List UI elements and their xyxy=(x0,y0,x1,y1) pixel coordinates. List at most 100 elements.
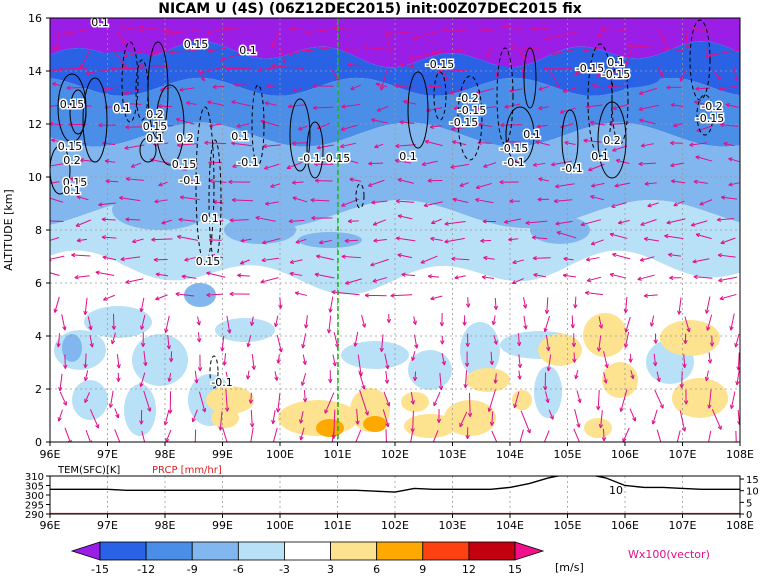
contour-label: 0.2 xyxy=(63,154,81,167)
colorbar-tick-label: 6 xyxy=(373,563,380,575)
tem-y-tick-label: 295 xyxy=(25,501,44,512)
prcp-y-tick-label: 10 xyxy=(746,487,759,498)
shade-patch-yellow xyxy=(660,320,720,356)
contour-label: 0.1 xyxy=(591,150,609,163)
contour-label: -0.15 xyxy=(450,116,478,129)
y-tick-label: 12 xyxy=(28,118,42,131)
contour-label: -0.15 xyxy=(576,62,604,75)
x-tick-label: 98E xyxy=(155,448,176,461)
contour-label: 0.1 xyxy=(146,132,164,145)
shade-patch-light-blue xyxy=(298,232,362,248)
sub-x-tick-label: 101E xyxy=(324,519,352,532)
y-tick-label: 16 xyxy=(28,12,42,25)
contour-label: -0.15 xyxy=(696,112,724,125)
colorbar-tick-label: 15 xyxy=(508,563,522,575)
vector-label: Wx100(vector) xyxy=(628,548,710,561)
colorbar-tick-label: -12 xyxy=(137,563,155,575)
colorbar-box xyxy=(331,542,377,560)
contour-label: 0.15 xyxy=(196,255,221,268)
y-tick-label: 6 xyxy=(35,277,42,290)
x-tick-label: 104E xyxy=(496,448,524,461)
tem-y-tick-label: 300 xyxy=(25,491,44,502)
sub-x-tick-label: 105E xyxy=(554,519,582,532)
y-tick-label: 0 xyxy=(35,436,42,449)
x-tick-label: 100E xyxy=(266,448,294,461)
contour-label: 0.15 xyxy=(60,98,85,111)
contour-label: -0.1 xyxy=(179,174,200,187)
colorbar-box xyxy=(469,542,515,560)
colorbar-tick-label: 3 xyxy=(327,563,334,575)
shade-patch-orange xyxy=(316,419,344,437)
colorbar-box xyxy=(146,542,192,560)
x-tick-label: 108E xyxy=(726,448,754,461)
contour-label: -0.15 xyxy=(602,68,630,81)
x-tick-label: 107E xyxy=(669,448,697,461)
sub-inline-label: 10 xyxy=(609,484,623,497)
shade-patch-pale-blue xyxy=(215,318,275,342)
sub-x-tick-label: 104E xyxy=(496,519,524,532)
x-tick-label: 103E xyxy=(439,448,467,461)
contour-label: -0.15 xyxy=(500,142,528,155)
contour-label: 0.2 xyxy=(176,132,194,145)
colorbar-tick-label: -15 xyxy=(91,563,109,575)
colorbar-box xyxy=(284,542,330,560)
contour-label: 0.1 xyxy=(399,150,417,163)
shade-patch-yellow xyxy=(584,418,612,438)
sub-x-tick-label: 106E xyxy=(611,519,639,532)
contour-label: -0.1 xyxy=(503,156,524,169)
contour-label: -0.1 xyxy=(211,376,232,389)
colorbar-tick-label: 9 xyxy=(419,563,426,575)
colorbar-tick-label: -9 xyxy=(187,563,198,575)
colorbar-tick-label: 12 xyxy=(462,563,476,575)
prcp-y-tick-label: 5 xyxy=(746,498,752,509)
shade-patch-yellow xyxy=(211,408,239,428)
x-tick-label: 106E xyxy=(611,448,639,461)
colorbar-box xyxy=(377,542,423,560)
colorbar-unit: [m/s] xyxy=(555,561,584,574)
prcp-series-label: PRCP [mm/hr] xyxy=(152,465,222,476)
x-tick-label: 99E xyxy=(212,448,233,461)
y-tick-label: 10 xyxy=(28,171,42,184)
contour-label: 0.1 xyxy=(523,128,541,141)
contour-label: 0.1 xyxy=(113,102,131,115)
shade-patch-yellow xyxy=(583,313,627,357)
shade-patch-pale-blue xyxy=(72,380,108,420)
prcp-y-tick-label: 15 xyxy=(746,475,759,486)
sub-x-tick-label: 98E xyxy=(155,519,176,532)
colorbar-box xyxy=(100,542,146,560)
sub-x-tick-label: 102E xyxy=(381,519,409,532)
sub-x-tick-label: 108E xyxy=(726,519,754,532)
x-tick-label: 102E xyxy=(381,448,409,461)
contour-label: -0.1 xyxy=(561,162,582,175)
colorbar-low-end xyxy=(72,542,100,560)
colorbar-box xyxy=(192,542,238,560)
y-tick-label: 2 xyxy=(35,383,42,396)
shade-patch-pale-blue xyxy=(534,366,562,418)
x-tick-label: 96E xyxy=(40,448,61,461)
contour-label: 0.1 xyxy=(201,212,219,225)
sub-x-tick-label: 99E xyxy=(212,519,233,532)
tem-y-tick-label: 310 xyxy=(25,472,44,483)
sub-x-axis: 96E 97E 98E 99E 100E 101E 102E 103E 104E 105E 106E… xyxy=(40,514,754,532)
contour-label: 0.15 xyxy=(172,158,197,171)
sub-x-tick-label: 100E xyxy=(266,519,294,532)
contour-label: 0.1 xyxy=(239,44,257,57)
sub-gridlines xyxy=(108,476,683,514)
x-tick-label: 101E xyxy=(324,448,352,461)
contour-label: -0.15 xyxy=(322,152,350,165)
shade-patch-pale-blue xyxy=(124,384,156,436)
y-tick-label: 14 xyxy=(28,65,42,78)
sub-x-tick-label: 103E xyxy=(439,519,467,532)
sub-panel: TEM(SFC)[K] PRCP [mm/hr] 10 290295300305… xyxy=(25,465,759,532)
contour-label: 0.1 xyxy=(63,184,81,197)
sub-x-tick-label: 97E xyxy=(97,519,118,532)
shade-patch-pale-blue xyxy=(408,350,452,390)
contour-label: 0.2 xyxy=(603,134,621,147)
sub-x-tick-label: 96E xyxy=(40,519,61,532)
colorbar-tick-label: -3 xyxy=(279,563,290,575)
